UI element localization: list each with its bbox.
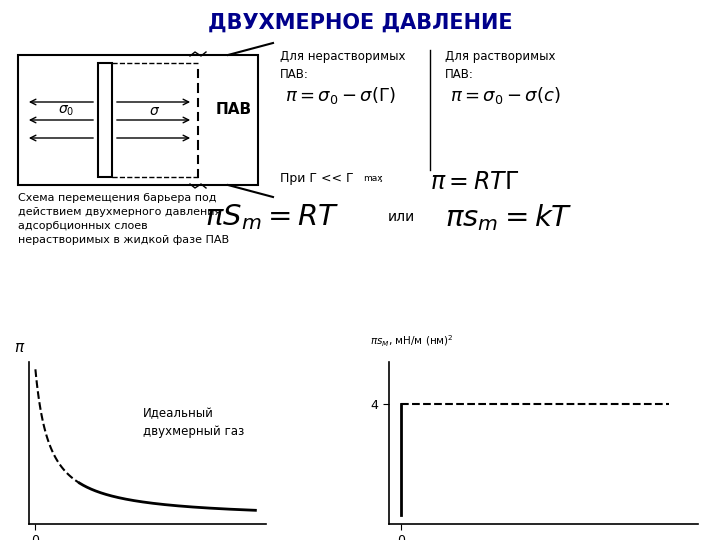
Text: $\pi s_m = kT$: $\pi s_m = kT$	[445, 202, 572, 233]
Text: $\pi S_m = RT$: $\pi S_m = RT$	[205, 202, 339, 232]
Text: :: :	[378, 172, 382, 185]
Text: Схема перемещения барьера под
действием двухмерного давления
адсорбционных слоев: Схема перемещения барьера под действием …	[18, 193, 229, 245]
Text: $\pi = RT\Gamma$: $\pi = RT\Gamma$	[430, 170, 519, 194]
Bar	[98, 63, 112, 177]
Text: $\pi = \sigma_0 - \sigma(c)$: $\pi = \sigma_0 - \sigma(c)$	[450, 85, 561, 106]
Text: или: или	[388, 210, 415, 224]
Text: $\sigma$: $\sigma$	[150, 104, 161, 118]
Text: Идеальный
двухмерный газ: Идеальный двухмерный газ	[143, 407, 244, 438]
Text: ДВУХМЕРНОЕ ДАВЛЕНИЕ: ДВУХМЕРНОЕ ДАВЛЕНИЕ	[207, 13, 513, 33]
Text: $\pi s_M$, мН/м (нм)$^2$: $\pi s_M$, мН/м (нм)$^2$	[370, 333, 454, 349]
Text: ПАВ: ПАВ	[216, 103, 252, 118]
Text: $\pi$: $\pi$	[14, 340, 25, 355]
Bar	[18, 55, 258, 185]
Text: При Г << Г: При Г << Г	[280, 172, 354, 185]
Text: Для нерастворимых
ПАВ:: Для нерастворимых ПАВ:	[280, 50, 405, 81]
Text: $\pi = \sigma_0 - \sigma(\Gamma)$: $\pi = \sigma_0 - \sigma(\Gamma)$	[285, 85, 396, 106]
Text: Для растворимых
ПАВ:: Для растворимых ПАВ:	[445, 50, 556, 81]
Text: $\sigma_0$: $\sigma_0$	[58, 104, 74, 118]
Text: max: max	[363, 174, 382, 183]
